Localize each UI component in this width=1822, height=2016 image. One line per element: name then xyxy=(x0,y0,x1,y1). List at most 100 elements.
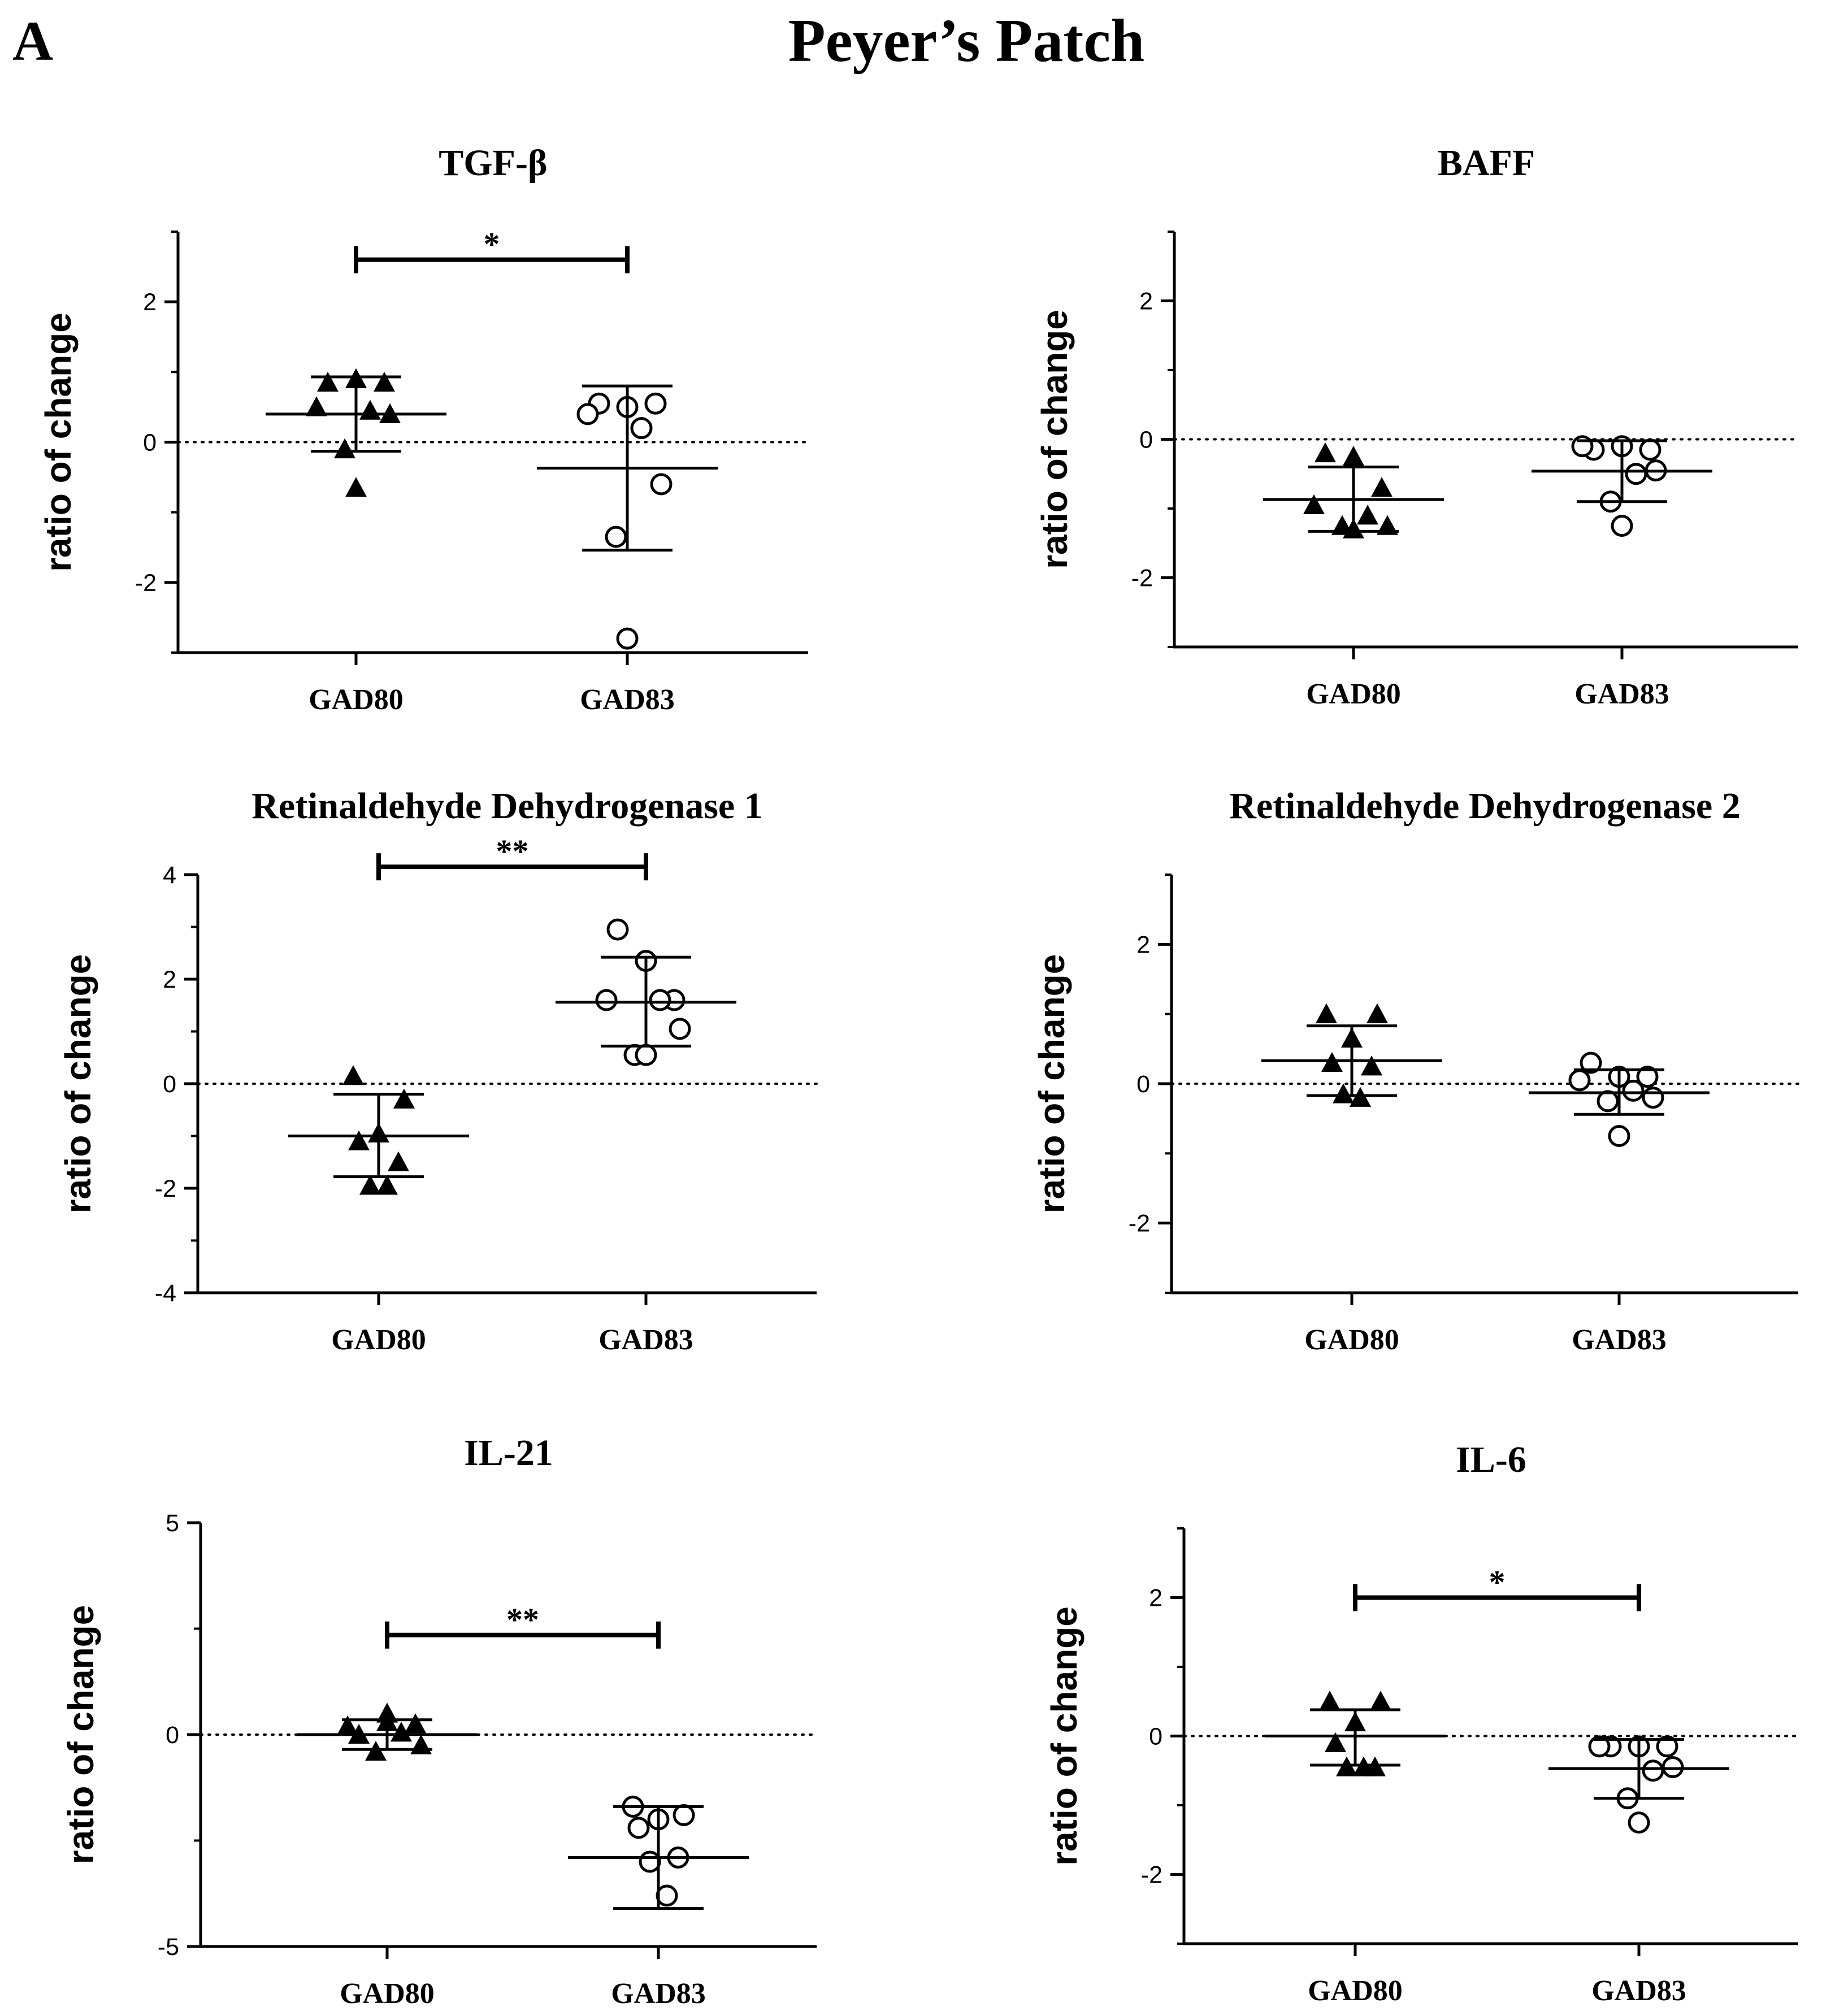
data-point-triangle xyxy=(337,1715,358,1736)
y-tick-label: -2 xyxy=(1131,565,1153,592)
chart-title: BAFF xyxy=(1438,142,1535,184)
data-point-triangle xyxy=(1333,1083,1354,1103)
y-tick-label: -5 xyxy=(158,1934,179,1961)
data-point-triangle xyxy=(376,1175,398,1195)
data-point-triangle xyxy=(348,1130,370,1150)
x-tick-label: GAD80 xyxy=(340,1978,435,2010)
charts-container: TGF-β -2 0 2 ratio of change GAD80 GAD83 * BAFF -… xyxy=(38,142,1799,2010)
significance-label: * xyxy=(1489,1564,1506,1601)
x-tick-label: GAD83 xyxy=(1572,1324,1667,1356)
y-tick-label: 2 xyxy=(143,289,157,316)
y-axis-label: ratio of change xyxy=(60,1605,101,1865)
data-point-triangle xyxy=(345,477,367,497)
figure-title: Peyer’s Patch xyxy=(788,7,1145,75)
chart-panel-3: Retinaldehyde Dehydrogenase 1 -4 -2 0 2 4 rati… xyxy=(58,785,818,1356)
y-tick-label: 0 xyxy=(163,1071,176,1098)
data-point-triangle xyxy=(1325,1732,1346,1752)
data-point-triangle xyxy=(1371,477,1392,497)
data-point-circle xyxy=(635,1044,657,1066)
y-tick-label: 2 xyxy=(1149,1585,1162,1612)
chart-title: IL-6 xyxy=(1456,1439,1526,1480)
data-point-circle xyxy=(1656,1735,1678,1758)
significance-label: ** xyxy=(506,1601,539,1638)
x-tick-label: GAD83 xyxy=(611,1978,706,2010)
y-tick-label: 2 xyxy=(1139,288,1153,315)
y-tick-label: -2 xyxy=(1129,1210,1150,1237)
data-point-circle xyxy=(616,627,639,650)
x-tick-label: GAD83 xyxy=(598,1324,693,1356)
data-point-triangle xyxy=(405,1713,426,1733)
y-tick-label: 0 xyxy=(1139,427,1153,454)
chart-panel-6: IL-6 -2 0 2 ratio of change GAD80 GAD83 * xyxy=(1044,1439,1799,2007)
x-tick-label: GAD80 xyxy=(331,1324,426,1356)
y-tick-label: 2 xyxy=(1136,931,1150,958)
x-tick-label: GAD83 xyxy=(1591,1975,1686,2007)
chart-panel-2: BAFF -2 0 2 ratio of change GAD80 GAD83 xyxy=(1034,142,1799,710)
data-point-circle xyxy=(656,1884,678,1907)
x-tick-label: GAD83 xyxy=(1574,678,1669,710)
y-tick-label: 5 xyxy=(166,1510,179,1537)
x-tick-label: GAD80 xyxy=(1306,678,1401,710)
data-point-circle xyxy=(606,918,629,941)
data-point-circle xyxy=(1568,1069,1591,1092)
chart-title: IL-21 xyxy=(464,1432,553,1474)
data-point-triangle xyxy=(1366,1003,1388,1023)
data-point-triangle xyxy=(359,1175,381,1195)
data-point-circle xyxy=(1622,1079,1645,1102)
significance-label: ** xyxy=(496,833,529,870)
y-tick-label: 2 xyxy=(163,966,176,993)
data-point-circle xyxy=(1580,1052,1602,1074)
data-point-circle xyxy=(673,1804,695,1826)
x-tick-label: GAD80 xyxy=(1308,1975,1403,2007)
data-point-triangle xyxy=(317,371,339,392)
y-axis-label: ratio of change xyxy=(1044,1606,1084,1866)
data-point-circle xyxy=(630,417,653,440)
data-point-circle xyxy=(669,1018,691,1040)
data-point-circle xyxy=(1588,1735,1611,1758)
data-point-circle xyxy=(1636,1066,1659,1088)
data-point-circle xyxy=(650,473,673,496)
x-tick-label: GAD83 xyxy=(580,684,675,716)
data-point-triangle xyxy=(1303,494,1325,515)
data-point-triangle xyxy=(342,1065,364,1085)
data-point-circle xyxy=(1642,1087,1664,1109)
data-point-circle xyxy=(627,1817,650,1839)
data-point-circle xyxy=(1597,1090,1619,1113)
y-tick-label: -2 xyxy=(1141,1862,1162,1889)
chart-title: Retinaldehyde Dehydrogenase 1 xyxy=(251,785,762,827)
y-tick-label: -4 xyxy=(155,1280,176,1307)
chart-panel-1: TGF-β -2 0 2 ratio of change GAD80 GAD83 * xyxy=(38,142,809,716)
data-point-triangle xyxy=(1316,1003,1337,1023)
data-point-circle xyxy=(1625,463,1647,485)
data-point-triangle xyxy=(1370,1691,1391,1711)
data-point-circle xyxy=(644,392,667,415)
y-tick-label: 0 xyxy=(143,429,157,457)
y-tick-label: -2 xyxy=(155,1175,176,1202)
y-axis-label: ratio of change xyxy=(1034,310,1075,569)
y-axis-label: ratio of change xyxy=(1031,954,1072,1214)
x-tick-label: GAD80 xyxy=(309,684,404,716)
data-point-triangle xyxy=(1357,505,1378,525)
panel-label: A xyxy=(12,10,53,72)
data-point-circle xyxy=(576,403,599,425)
chart-panel-4: Retinaldehyde Dehydrogenase 2 -2 0 2 ratio o… xyxy=(1031,785,1799,1356)
data-point-triangle xyxy=(374,371,395,392)
data-point-circle xyxy=(595,989,618,1011)
chart-panel-5: IL-21 -5 0 5 ratio of change GAD80 GAD83 ** xyxy=(60,1432,818,2010)
data-point-triangle xyxy=(393,1088,415,1109)
data-point-circle xyxy=(639,1850,661,1873)
data-point-circle xyxy=(1628,1811,1650,1834)
y-tick-label: 4 xyxy=(163,862,176,889)
data-point-triangle xyxy=(334,438,355,459)
data-point-circle xyxy=(605,525,627,548)
data-point-circle xyxy=(1608,1125,1630,1147)
data-point-triangle xyxy=(376,1702,398,1723)
data-point-triangle xyxy=(1361,1055,1382,1076)
data-point-circle xyxy=(1611,515,1633,537)
data-point-triangle xyxy=(1315,442,1336,463)
chart-title: Retinaldehyde Dehydrogenase 2 xyxy=(1229,785,1740,827)
data-point-circle xyxy=(649,989,671,1011)
data-point-circle xyxy=(1639,438,1662,461)
